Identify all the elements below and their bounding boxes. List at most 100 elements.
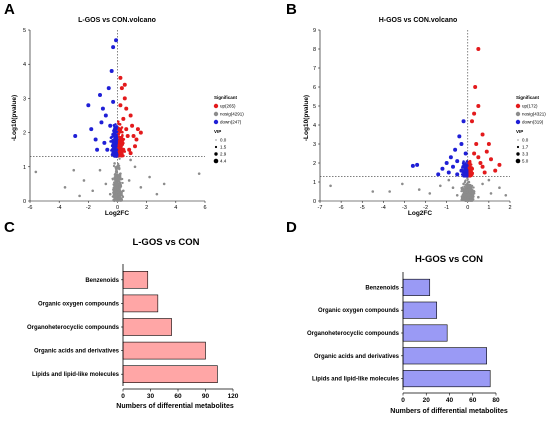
nosig-point [451,186,455,189]
up-point [482,170,487,175]
nosig-point [78,194,81,198]
y-tick-label: 9 [313,28,316,34]
nosig-point [114,181,117,184]
nosig-point [464,186,468,189]
volcano-a-legend-up: up(265) [220,104,236,109]
x-tick-label: 20 [423,397,431,404]
volcano-a-ylabel: -Log10(pvalue) [11,95,18,141]
nosig-point [116,186,119,190]
nosig-point [118,177,121,181]
down-point [114,38,119,43]
down-point [114,146,117,149]
nosig-point [104,182,108,186]
nosig-point [127,179,131,182]
nosig-point [447,178,451,182]
category-label: Benzenoids [85,278,119,284]
down-point [100,106,105,111]
down-point [461,166,464,169]
up-point [130,123,135,128]
down-point [465,160,469,163]
nosig-point [91,189,95,193]
down-point [455,172,460,177]
category-label: Organic oxygen compounds [318,308,400,314]
panel-letter-d: D [286,219,297,236]
nosig-point [120,198,123,201]
volcano-panel-a: A L-GOS vs CON.volcano Log2FC -Log10(pva… [4,1,244,217]
down-point [73,134,78,139]
nosig-point [455,194,459,197]
bar-d-title: H-GOS vs CON [415,254,483,265]
x-tick-label: 60 [469,397,477,404]
category-label: Organoheterocyclic compounds [307,331,400,337]
nosig-point [117,190,120,193]
up-point [467,165,471,169]
down-point [463,172,467,176]
category-label: Organic acids and derivatives [314,354,400,360]
up-point [493,168,498,173]
volcano-a-legend-nosig: nosig(4291) [220,112,244,117]
bar [402,347,487,365]
down-point [110,136,113,139]
y-tick-label: 2 [313,161,316,167]
down-point [108,123,113,128]
x-tick-label: 120 [228,393,239,400]
volcano-b-legend-title: Significant [516,95,540,100]
down-point [451,164,455,169]
legend-nosig-dot [515,111,521,117]
nosig-point [98,168,102,172]
down-point [415,162,420,167]
up-point [138,130,143,135]
up-point [476,155,481,160]
volcano-a-vip-0: 0.0 [220,138,227,143]
volcano-a-legend-title: Significant [214,95,238,100]
nosig-point [117,176,120,179]
nosig-point [466,177,469,180]
down-point [93,137,98,142]
x-tick-label: -7 [318,205,323,211]
down-point [112,130,117,135]
bar [402,324,448,342]
nosig-point [472,186,475,189]
nosig-point [462,182,465,186]
nosig-point [504,194,508,197]
bar [122,341,206,360]
down-point [455,159,460,164]
up-point [489,157,493,162]
nosig-point [371,190,375,193]
x-tick-label: 6 [203,205,206,211]
up-point [472,111,477,116]
up-point [116,120,120,123]
bar-chart-2 [121,264,234,392]
nosig-point [114,188,117,191]
nosig-point [114,186,117,189]
down-point [457,134,462,139]
down-point [465,169,468,172]
volcano-plot-0 [28,29,206,203]
up-point [121,134,124,137]
bar-panel-d: D H-GOS vs CON Numbers of differential m… [286,219,508,415]
x-tick-label: 60 [174,393,182,400]
nosig-point [469,183,472,187]
nosig-point [467,192,470,196]
nosig-point [117,165,120,168]
up-point [122,82,127,87]
bar-chart-3 [401,272,497,396]
down-point [109,69,114,74]
down-point [111,45,116,50]
up-point [476,47,481,51]
nosig-point [118,195,121,198]
up-point [134,137,139,142]
bar [122,365,218,383]
nosig-point [112,198,115,201]
up-point [127,147,132,152]
x-tick-label: -2 [423,205,428,211]
x-tick-label: 1 [487,205,490,211]
vip-size-dot [214,152,218,156]
down-point [446,170,451,175]
nosig-point [487,178,491,182]
x-tick-label: -6 [339,205,344,211]
category-label: Benzenoids [365,285,399,291]
up-point [133,144,137,149]
y-tick-label: 4 [313,123,316,129]
